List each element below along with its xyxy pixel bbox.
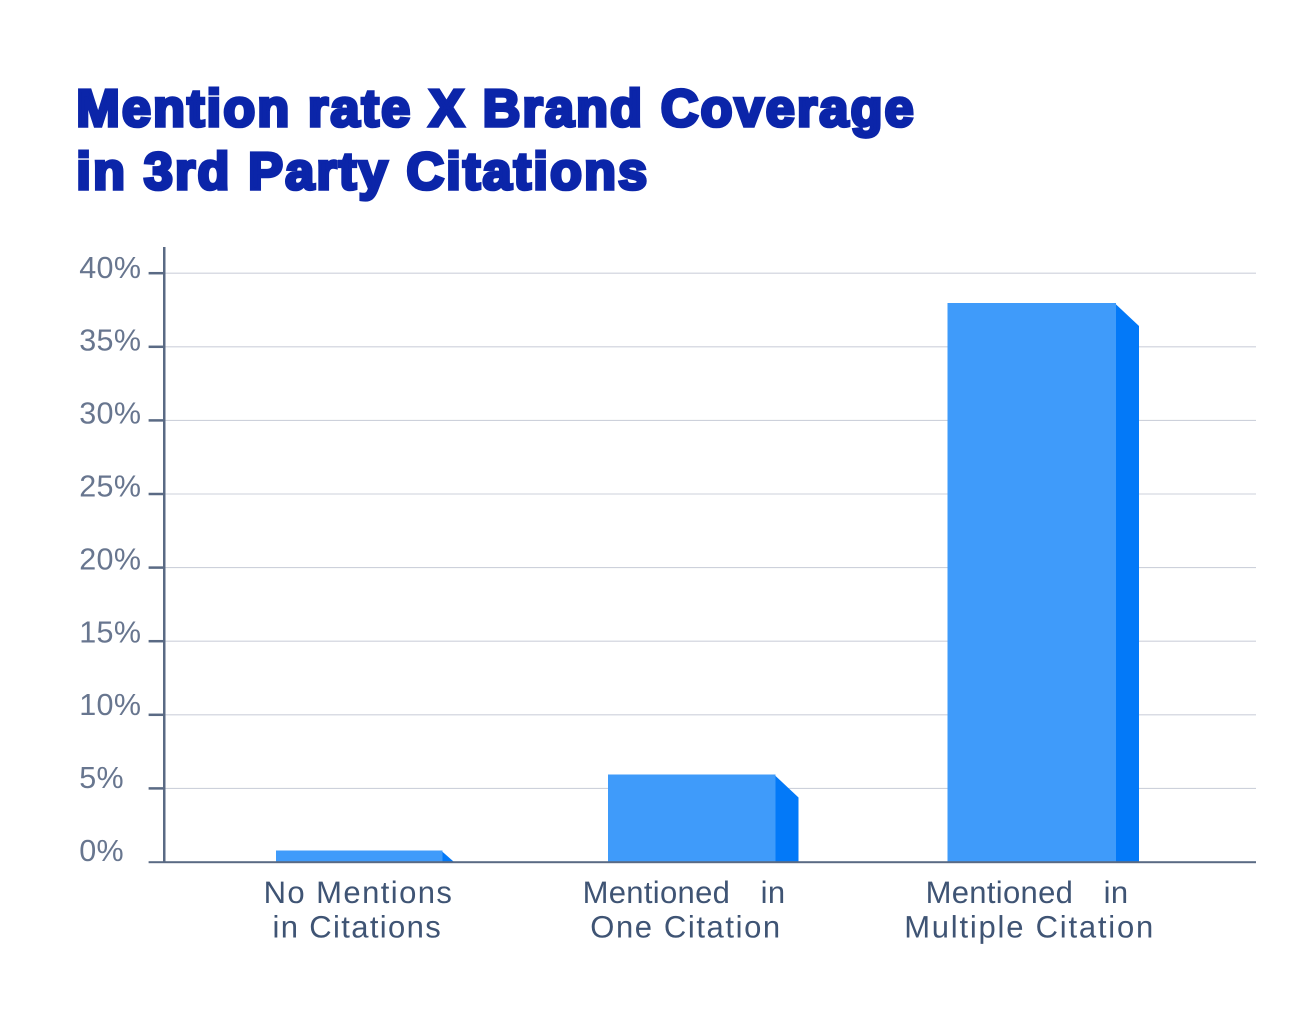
svg-text:Mentioned in: Mentioned in bbox=[926, 875, 1129, 910]
svg-text:in 3rd Party Citations: in 3rd Party Citations bbox=[76, 143, 649, 201]
svg-text:Multiple Citation: Multiple Citation bbox=[904, 910, 1155, 945]
svg-text:30%: 30% bbox=[79, 397, 141, 431]
svg-text:One Citation: One Citation bbox=[590, 910, 782, 945]
svg-text:20%: 20% bbox=[79, 542, 141, 576]
svg-text:15%: 15% bbox=[79, 615, 141, 649]
svg-text:10%: 10% bbox=[79, 688, 141, 722]
svg-text:40%: 40% bbox=[79, 251, 141, 285]
svg-text:35%: 35% bbox=[79, 324, 141, 358]
svg-text:Mentioned in: Mentioned in bbox=[583, 875, 786, 910]
svg-text:in Citations: in Citations bbox=[273, 910, 443, 945]
svg-text:No Mentions: No Mentions bbox=[264, 875, 454, 910]
svg-text:5%: 5% bbox=[79, 761, 124, 795]
svg-text:Mention rate X Brand Coverage: Mention rate X Brand Coverage bbox=[76, 80, 915, 138]
svg-text:0%: 0% bbox=[79, 834, 124, 868]
svg-text:25%: 25% bbox=[79, 470, 141, 504]
